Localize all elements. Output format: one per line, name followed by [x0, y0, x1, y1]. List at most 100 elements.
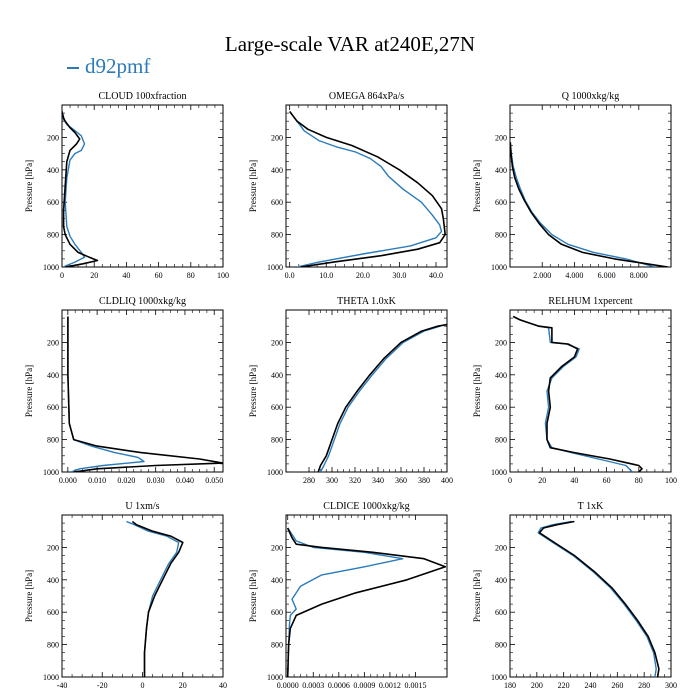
x-tick-label: 0: [508, 476, 512, 485]
series-line-blue: [62, 111, 86, 267]
y-tick-label: 800: [495, 436, 507, 445]
subplot-title: U 1xm/s: [125, 501, 159, 512]
subplot-title: T 1xK: [578, 501, 604, 512]
subplot-title: OMEGA 864xPa/s: [329, 91, 404, 102]
x-tick-label: 0.0: [285, 271, 295, 280]
series-line-blue: [319, 325, 441, 472]
plot-frame: [285, 514, 448, 678]
y-tick-label: 600: [495, 608, 507, 617]
x-tick-label: 80: [635, 476, 643, 485]
y-tick-label: 200: [271, 133, 283, 142]
y-tick-label: 1000: [267, 673, 283, 682]
x-tick-label: 340: [372, 476, 384, 485]
subplot-4: CLDLIQ 1000xkg/kg Pressure [hPa] 200 400 600…: [24, 296, 224, 485]
x-tick-label: 180: [504, 681, 516, 690]
figure-title: Large-scale VAR at240E,27N: [224, 32, 476, 56]
y-tick-label: 1000: [43, 263, 59, 272]
legend-line-swatch: [67, 67, 79, 70]
plot-frame: [509, 104, 672, 268]
series-line-black: [510, 142, 668, 267]
x-tick-label: 0.000: [59, 476, 77, 485]
x-tick-label: 40: [570, 476, 578, 485]
series-line-blue: [289, 111, 443, 267]
legend: d92pmf: [67, 54, 150, 79]
x-tick-label: 8.000: [630, 271, 648, 280]
x-tick-label: 400: [441, 476, 453, 485]
y-tick-label: 800: [495, 641, 507, 650]
series-line-blue: [287, 527, 404, 677]
y-tick-label: 600: [271, 608, 283, 617]
x-tick-label: 280: [638, 681, 650, 690]
y-tick-label: 800: [271, 641, 283, 650]
x-tick-label: 0.0006: [328, 681, 350, 690]
y-tick-label: 1000: [491, 263, 507, 272]
x-tick-label: 0.0015: [404, 681, 426, 690]
x-tick-label: 40: [219, 681, 227, 690]
x-tick-label: 0: [60, 271, 64, 280]
y-axis-label: Pressure [hPa]: [472, 365, 482, 417]
x-tick-label: 0.050: [205, 476, 223, 485]
legend-label: d92pmf: [85, 54, 151, 78]
subplot-title: CLDICE 1000xkg/kg: [323, 501, 409, 512]
x-tick-label: 4.000: [565, 271, 583, 280]
x-tick-label: 20.0: [356, 271, 370, 280]
subplot-title: CLDLIQ 1000xkg/kg: [99, 296, 186, 307]
x-tick-label: 300: [326, 476, 338, 485]
y-tick-label: 800: [271, 231, 283, 240]
y-tick-label: 400: [47, 576, 59, 585]
subplot-8: CLDICE 1000xkg/kg Pressure [hPa] 200 400 600…: [248, 501, 448, 690]
y-axis-label: Pressure [hPa]: [24, 570, 34, 622]
y-tick-label: 200: [495, 133, 507, 142]
y-axis-label: Pressure [hPa]: [472, 160, 482, 212]
y-axis-label: Pressure [hPa]: [248, 570, 258, 622]
subplot-title: THETA 1.0xK: [337, 296, 396, 307]
y-tick-label: 400: [271, 371, 283, 380]
x-tick-label: 0: [141, 681, 145, 690]
x-tick-label: 300: [665, 681, 677, 690]
x-tick-label: 100: [217, 271, 229, 280]
x-tick-label: 2.000: [533, 271, 551, 280]
x-tick-label: 0.010: [88, 476, 106, 485]
y-tick-label: 1000: [491, 673, 507, 682]
x-tick-label: 6.000: [598, 271, 616, 280]
y-axis-label: Pressure [hPa]: [24, 160, 34, 212]
y-tick-label: 1000: [267, 468, 283, 477]
subplot-5: THETA 1.0xK Pressure [hPa] 200 400 600 800 100…: [248, 296, 453, 485]
y-tick-label: 200: [271, 543, 283, 552]
x-tick-label: 40: [122, 271, 130, 280]
y-tick-label: 800: [47, 231, 59, 240]
y-tick-label: 200: [47, 543, 59, 552]
plot-frame: [285, 104, 448, 268]
x-tick-label: 220: [558, 681, 570, 690]
y-tick-label: 600: [495, 198, 507, 207]
x-tick-label: 0.020: [117, 476, 135, 485]
y-tick-label: 1000: [491, 468, 507, 477]
x-tick-label: 0.0000: [277, 681, 299, 690]
y-tick-label: 400: [495, 371, 507, 380]
x-tick-label: -40: [57, 681, 68, 690]
series-line-black: [67, 316, 223, 472]
plot-frame: [509, 309, 672, 473]
x-tick-label: 60: [603, 476, 611, 485]
x-tick-label: 0.0003: [302, 681, 324, 690]
y-tick-label: 1000: [267, 263, 283, 272]
x-tick-label: 380: [418, 476, 430, 485]
x-tick-label: 240: [585, 681, 597, 690]
series-line-black: [317, 323, 447, 472]
x-tick-label: 10.0: [319, 271, 333, 280]
y-tick-label: 600: [47, 198, 59, 207]
y-tick-label: 1000: [43, 468, 59, 477]
series-line-black: [538, 520, 660, 677]
plot-frame: [61, 514, 224, 678]
plot-frame: [61, 104, 224, 268]
x-tick-label: 0.0009: [353, 681, 375, 690]
y-tick-label: 200: [47, 133, 59, 142]
x-tick-label: 320: [349, 476, 361, 485]
y-tick-label: 400: [271, 576, 283, 585]
y-tick-label: 200: [495, 338, 507, 347]
x-tick-label: 20: [179, 681, 187, 690]
plot-frame: [61, 309, 224, 473]
